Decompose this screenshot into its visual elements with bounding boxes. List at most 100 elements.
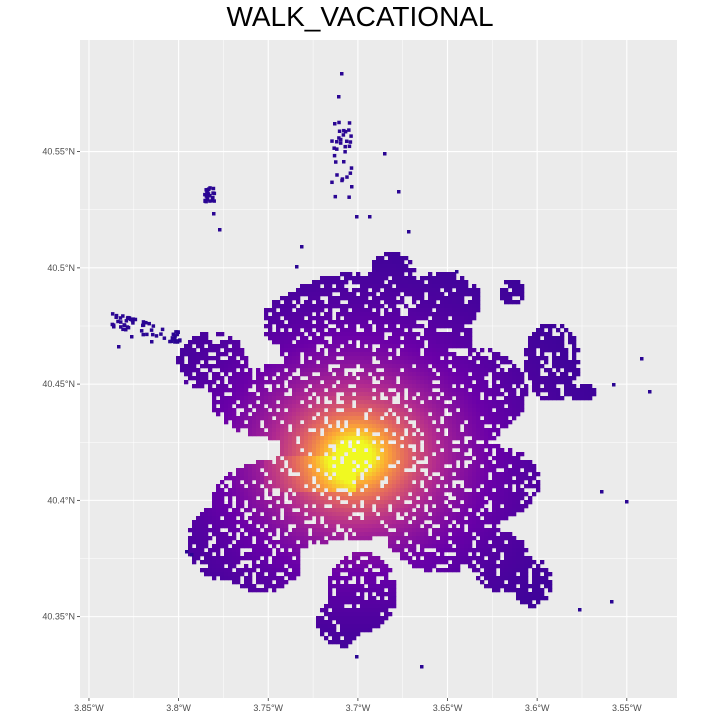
heat-cell — [196, 356, 201, 361]
heat-cell — [416, 284, 421, 289]
heat-cell — [264, 400, 269, 405]
heat-cell — [312, 452, 317, 457]
heat-cell — [356, 348, 361, 353]
heat-cell — [312, 444, 317, 449]
heat-cell — [260, 576, 265, 581]
heat-cell — [304, 352, 309, 357]
heat-cell — [360, 292, 365, 297]
heat-cell — [388, 260, 393, 265]
heat-cell — [476, 368, 481, 373]
heat-cell — [252, 484, 257, 489]
heat-cell — [348, 296, 353, 301]
heat-cell — [316, 496, 321, 501]
heat-cell — [532, 476, 537, 481]
heat-cell — [428, 444, 433, 449]
heat-cell — [232, 520, 237, 525]
heat-cell — [412, 268, 417, 273]
heat-cell — [348, 468, 353, 473]
heat-cell — [244, 380, 249, 385]
heat-cell — [508, 532, 513, 537]
heat-cell — [532, 492, 537, 497]
heat-cell — [284, 520, 289, 525]
heat-cell — [436, 512, 441, 517]
heat-cell — [232, 480, 237, 485]
heat-cell — [412, 392, 417, 397]
heat-cell — [484, 400, 489, 405]
heat-cell — [208, 560, 213, 565]
heat-cell — [480, 452, 485, 457]
heat-cell — [204, 544, 209, 549]
heat-cell — [349, 134, 353, 138]
heat-cell — [436, 416, 441, 421]
heat-cell — [192, 364, 197, 369]
heat-cell — [352, 436, 357, 441]
heat-cell — [364, 500, 369, 505]
heat-cell — [568, 376, 573, 381]
heat-cell — [400, 528, 405, 533]
heat-cell — [196, 532, 201, 537]
heat-cell — [536, 600, 541, 605]
heat-cell — [216, 332, 221, 337]
heat-cell — [276, 524, 281, 529]
heat-cell — [276, 476, 281, 481]
heat-cell — [528, 604, 533, 609]
heat-cell — [344, 620, 349, 625]
heat-cell — [384, 292, 389, 297]
heat-cell — [496, 500, 501, 505]
heat-cell — [356, 400, 361, 405]
heat-cell — [236, 504, 241, 509]
heat-cell — [516, 548, 521, 553]
heat-cell — [256, 368, 261, 373]
heat-cell — [484, 528, 489, 533]
heat-cell — [468, 384, 473, 389]
heat-cell — [400, 524, 405, 529]
heat-cell — [508, 392, 513, 397]
heat-cell — [400, 372, 405, 377]
heat-cell — [260, 464, 265, 469]
heat-cell — [264, 464, 269, 469]
heat-cell — [440, 500, 445, 505]
heat-cell — [460, 400, 465, 405]
heat-cell — [392, 548, 397, 553]
heat-cell — [388, 540, 393, 545]
heat-cell — [544, 332, 549, 337]
heat-cell — [524, 568, 529, 573]
heat-cell — [412, 492, 417, 497]
heat-cell — [496, 564, 501, 569]
heat-cell — [572, 356, 577, 361]
heat-cell — [372, 588, 377, 593]
heat-cell — [280, 332, 285, 337]
heat-cell — [228, 572, 233, 577]
heat-cell — [468, 328, 473, 333]
heat-cell — [341, 133, 346, 137]
heat-cell — [368, 280, 373, 285]
heat-cell — [492, 396, 497, 401]
heat-cell — [300, 476, 305, 481]
heat-cell — [516, 480, 521, 485]
heat-cell — [340, 272, 345, 277]
heat-cell — [400, 496, 405, 501]
heat-cell — [332, 568, 337, 573]
heat-cell — [432, 312, 437, 317]
heat-cell — [260, 400, 265, 405]
heat-cell — [288, 320, 293, 325]
heat-cell — [336, 300, 341, 305]
heat-cell — [404, 448, 409, 453]
heat-cell — [404, 256, 409, 261]
heat-cell — [352, 516, 357, 521]
heat-cell — [208, 520, 213, 525]
heat-cell — [428, 468, 433, 473]
heat-cell — [368, 536, 373, 541]
heat-cell — [336, 480, 341, 485]
heat-cell — [364, 352, 369, 357]
heat-cell — [520, 376, 525, 381]
heat-cell — [380, 596, 385, 601]
heat-cell — [468, 536, 473, 541]
heat-cell — [408, 364, 413, 369]
heat-cell — [328, 448, 333, 453]
heat-cell — [316, 432, 321, 437]
heat-cell — [388, 352, 393, 357]
heat-cell — [420, 508, 425, 513]
heat-cell — [488, 564, 493, 569]
heat-cell — [404, 292, 409, 297]
